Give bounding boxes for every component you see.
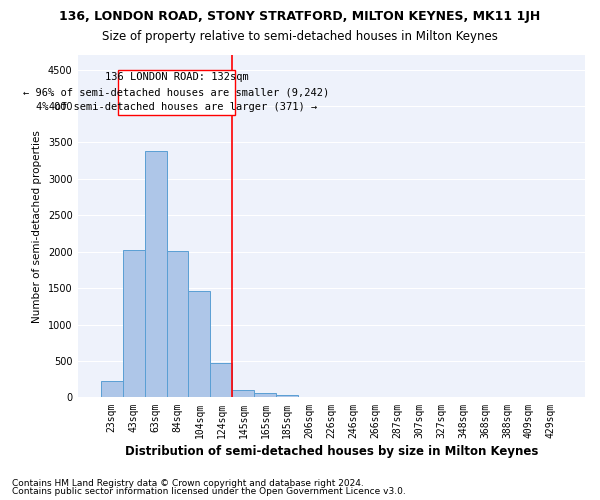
Bar <box>122 250 145 398</box>
Text: Size of property relative to semi-detached houses in Milton Keynes: Size of property relative to semi-detach… <box>102 30 498 43</box>
Bar <box>145 151 167 398</box>
Text: 136 LONDON ROAD: 132sqm: 136 LONDON ROAD: 132sqm <box>104 72 248 82</box>
Text: Contains HM Land Registry data © Crown copyright and database right 2024.: Contains HM Land Registry data © Crown c… <box>12 478 364 488</box>
Text: 4% of semi-detached houses are larger (371) →: 4% of semi-detached houses are larger (3… <box>36 102 317 113</box>
Y-axis label: Number of semi-detached properties: Number of semi-detached properties <box>32 130 43 322</box>
X-axis label: Distribution of semi-detached houses by size in Milton Keynes: Distribution of semi-detached houses by … <box>125 444 538 458</box>
Text: ← 96% of semi-detached houses are smaller (9,242): ← 96% of semi-detached houses are smalle… <box>23 87 329 97</box>
Bar <box>167 251 188 398</box>
Bar <box>254 393 277 398</box>
Bar <box>101 380 122 398</box>
FancyBboxPatch shape <box>118 70 235 114</box>
Bar <box>188 291 211 398</box>
Text: Contains public sector information licensed under the Open Government Licence v3: Contains public sector information licen… <box>12 487 406 496</box>
Bar <box>211 363 232 398</box>
Text: 136, LONDON ROAD, STONY STRATFORD, MILTON KEYNES, MK11 1JH: 136, LONDON ROAD, STONY STRATFORD, MILTO… <box>59 10 541 23</box>
Bar <box>232 390 254 398</box>
Bar <box>277 394 298 398</box>
